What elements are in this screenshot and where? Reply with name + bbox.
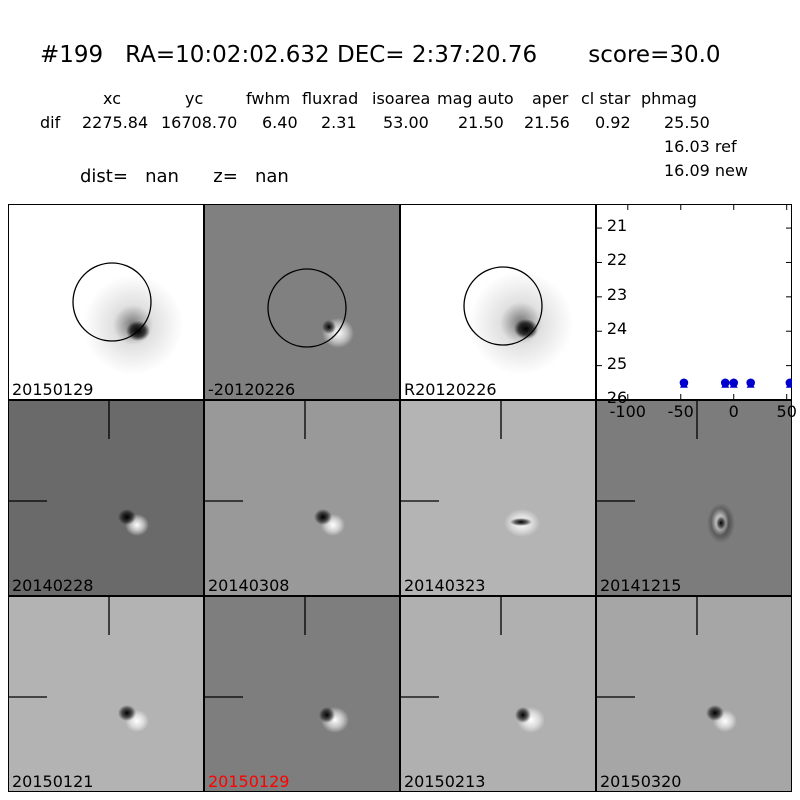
stamp-date-label: 20150121: [12, 772, 94, 791]
data-point: [729, 378, 739, 388]
stamp-panel: 20140228: [8, 400, 204, 596]
stamp-image: [401, 401, 540, 537]
dif-xc: 2275.84: [82, 113, 149, 132]
x-tick-label: 50: [776, 402, 797, 421]
stamp-date-label: 20150320: [600, 772, 682, 791]
col-phmag: phmag: [641, 89, 697, 108]
new-image: [9, 205, 203, 399]
stamp-date-label: 20150213: [404, 772, 486, 791]
light-curve-plot: [596, 204, 795, 401]
dist-z-line: dist= nan z= nan: [80, 166, 289, 187]
y-tick-label: 22: [606, 250, 628, 270]
stamp-image: [401, 597, 545, 733]
stamp-panel: 20140323: [400, 400, 596, 596]
stamp-date-label: 20141215: [600, 576, 682, 595]
col-magauto: mag auto: [437, 89, 514, 108]
col-aper: aper: [532, 89, 569, 108]
y-tick-label: 21: [606, 216, 628, 236]
stamp-panel: 20150213: [400, 596, 596, 792]
stamp-panel: 20140308: [204, 400, 400, 596]
x-tick-label: 0: [728, 402, 739, 421]
stamp-image: [597, 597, 737, 732]
ref-mag: 16.03 ref: [664, 137, 737, 156]
reference-image: [401, 205, 595, 399]
dif-isoarea: 53.00: [383, 113, 429, 132]
y-tick-label: 24: [606, 319, 628, 339]
stamp-date-label: 20140323: [404, 576, 486, 595]
stamp-panel: 20150121: [8, 596, 204, 792]
stamp-date-label: 20140228: [12, 576, 94, 595]
panel-label: 20150129: [12, 380, 94, 399]
dif-magauto: 21.50: [458, 113, 504, 132]
stamp-image: [597, 401, 735, 543]
stamp-panel: 20141215: [596, 400, 792, 596]
dif-fwhm: 6.40: [262, 113, 298, 132]
dif-label: dif: [40, 113, 61, 132]
stamp-panel: 20150320: [596, 596, 792, 792]
col-fwhm: fwhm: [246, 89, 291, 108]
difference-image: [205, 205, 399, 399]
plot-frame: [596, 204, 792, 400]
x-tick-label: -100: [609, 402, 646, 421]
dif-clstar: 0.92: [595, 113, 631, 132]
y-tick-label: 23: [606, 284, 628, 304]
new-mag: 16.09 new: [664, 161, 748, 180]
col-fluxrad: fluxrad: [302, 89, 359, 108]
panel-label: R20120226: [404, 380, 497, 399]
stamp-image: [9, 401, 149, 536]
data-point: [679, 378, 689, 388]
stamp-image: [9, 597, 149, 732]
col-xc: xc: [103, 89, 121, 108]
col-yc: yc: [185, 89, 204, 108]
panel-reference: R20120226: [400, 204, 596, 400]
data-point: [746, 378, 755, 388]
y-tick-label: 26: [606, 388, 628, 407]
stamp-image: [205, 597, 349, 733]
aperture-circle: [267, 268, 347, 348]
x-tick-label: -50: [667, 402, 694, 421]
panel-new: 20150129: [8, 204, 204, 400]
stamp-date-label: 20150129: [208, 772, 290, 791]
dif-fluxrad: 2.31: [321, 113, 357, 132]
dif-yc: 16708.70: [161, 113, 238, 132]
stamp-panel: 20150129: [204, 596, 400, 792]
stamp-image: [205, 401, 345, 536]
panel-label: -20120226: [208, 380, 296, 399]
col-clstar: cl star: [581, 89, 631, 108]
aperture-circle: [463, 266, 543, 346]
aperture-circle: [72, 262, 152, 342]
stamp-date-label: 20140308: [208, 576, 290, 595]
col-isoarea: isoarea: [372, 89, 431, 108]
y-tick-label: 25: [606, 353, 628, 373]
light-curve-svg: [596, 204, 795, 401]
dif-phmag: 25.50: [664, 113, 710, 132]
candidate-title: #199 RA=10:02:02.632 DEC= 2:37:20.76 sco…: [40, 42, 721, 68]
dif-aper: 21.56: [524, 113, 570, 132]
panel-difference: -20120226: [204, 204, 400, 400]
data-point: [720, 378, 730, 388]
